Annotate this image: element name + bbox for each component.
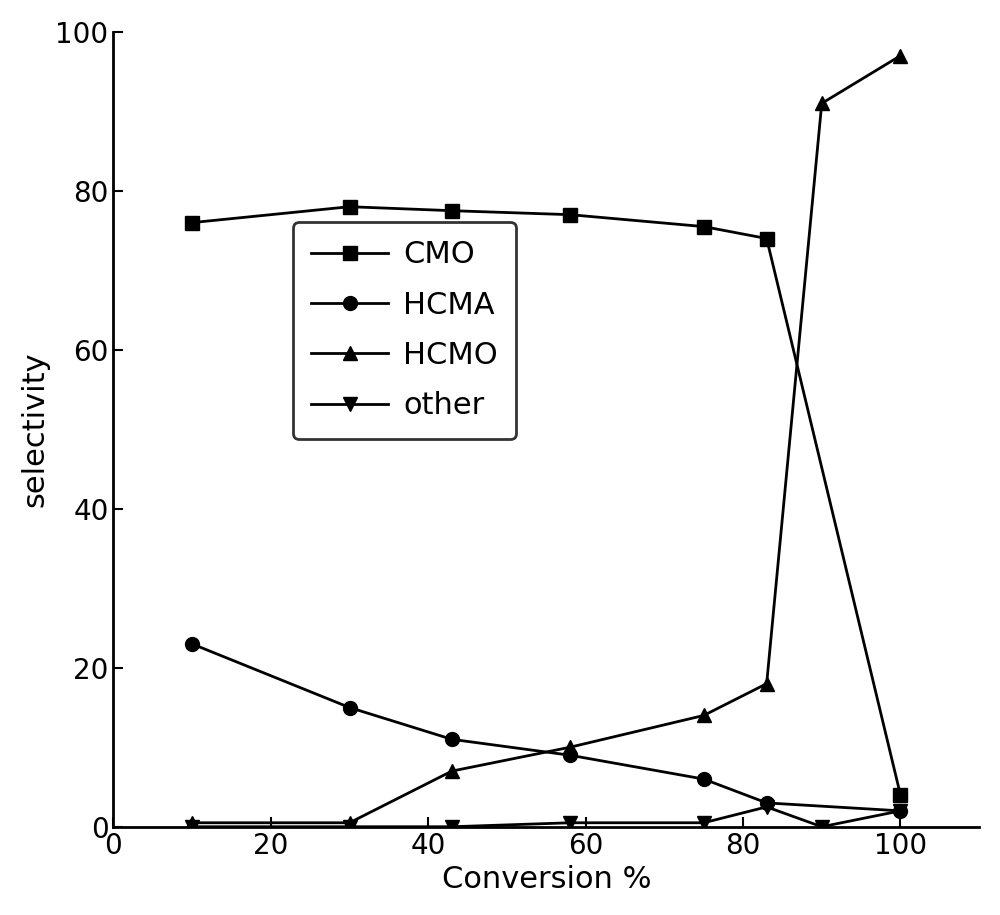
other <box>761 802 773 813</box>
HCMO <box>698 710 710 721</box>
HCMA <box>186 639 198 650</box>
CMO <box>761 233 773 244</box>
HCMA <box>564 749 576 760</box>
Line: other: other <box>185 800 907 834</box>
HCMA <box>761 797 773 808</box>
X-axis label: Conversion %: Conversion % <box>442 866 651 894</box>
HCMO <box>446 766 458 777</box>
CMO <box>894 790 906 801</box>
CMO <box>698 221 710 232</box>
other <box>446 822 458 833</box>
CMO <box>186 217 198 228</box>
other <box>698 817 710 828</box>
HCMO <box>186 817 198 828</box>
Y-axis label: selectivity: selectivity <box>21 351 50 507</box>
HCMO <box>761 678 773 689</box>
HCMO <box>894 50 906 61</box>
other <box>564 817 576 828</box>
CMO <box>446 205 458 216</box>
CMO <box>344 201 356 212</box>
Legend: CMO, HCMA, HCMO, other: CMO, HCMA, HCMO, other <box>293 222 516 439</box>
HCMA <box>446 734 458 745</box>
other <box>894 805 906 816</box>
HCMO <box>564 742 576 753</box>
other <box>344 822 356 833</box>
HCMA <box>698 773 710 784</box>
other <box>816 822 828 833</box>
Line: HCMO: HCMO <box>185 48 907 830</box>
Line: HCMA: HCMA <box>185 637 907 818</box>
CMO <box>564 210 576 221</box>
Line: CMO: CMO <box>185 199 907 802</box>
HCMO <box>344 817 356 828</box>
HCMA <box>894 805 906 816</box>
HCMA <box>344 702 356 713</box>
HCMO <box>816 98 828 109</box>
other <box>186 822 198 833</box>
